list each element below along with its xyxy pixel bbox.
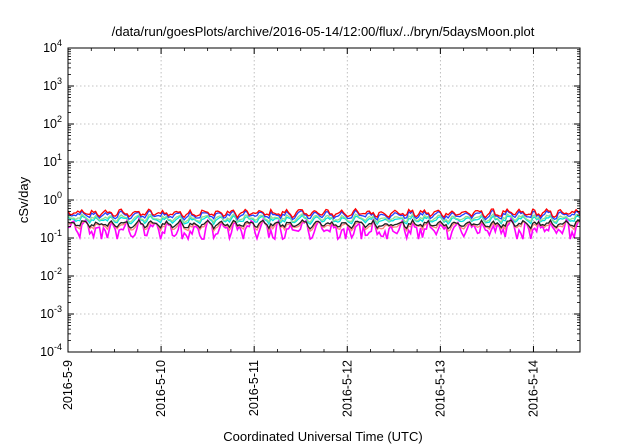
y-tick-base: 10 [43, 155, 57, 169]
y-tick-label: 10-4 [40, 342, 62, 359]
y-tick-label: 10-2 [40, 266, 62, 283]
series-line [67, 212, 581, 224]
y-tick-exponent: -2 [54, 266, 62, 276]
y-tick-base: 10 [43, 79, 57, 93]
y-tick-exponent: -3 [54, 304, 62, 314]
y-tick-exponent: 4 [57, 38, 62, 48]
x-tick-label: 2016-5-12 [340, 360, 354, 417]
y-tick-base: 10 [40, 269, 54, 283]
y-tick-label: 10-1 [40, 228, 62, 245]
y-tick-exponent: 0 [57, 190, 62, 200]
y-tick-base: 10 [43, 41, 57, 55]
y-tick-base: 10 [40, 345, 54, 359]
y-tick-label: 101 [43, 152, 62, 169]
y-axis-label: cSv/day [16, 176, 31, 223]
y-tick-exponent: 1 [57, 152, 62, 162]
y-tick-label: 104 [43, 38, 62, 55]
x-tick-label: 2016-5-13 [433, 360, 447, 417]
y-tick-exponent: 3 [57, 76, 62, 86]
grid [68, 48, 580, 352]
y-tick-label: 102 [43, 114, 62, 131]
y-tick-label: 10-3 [40, 304, 62, 321]
y-tick-base: 10 [40, 307, 54, 321]
series-line [67, 215, 581, 242]
y-tick-label: 103 [43, 76, 62, 93]
y-tick-exponent: -4 [54, 342, 62, 352]
series-line [67, 218, 581, 233]
series-line [67, 218, 581, 231]
x-axis: 2016-5-9 2016-5-10 2016-5-11 2016-5-12 2016-… [61, 48, 558, 417]
x-tick-label: 2016-5-10 [154, 360, 168, 417]
x-axis-label: Coordinated Universal Time (UTC) [223, 429, 422, 444]
y-tick-exponent: -1 [54, 228, 62, 238]
x-tick-label: 2016-5-14 [526, 360, 540, 417]
x-tick-label: 2016-5-9 [61, 360, 75, 410]
series-lines [67, 207, 581, 242]
y-tick-exponent: 2 [57, 114, 62, 124]
y-tick-label: 100 [43, 190, 62, 207]
y-tick-base: 10 [43, 193, 57, 207]
series-line [67, 207, 581, 219]
y-tick-base: 10 [43, 117, 57, 131]
x-tick-label: 2016-5-11 [247, 360, 261, 416]
y-tick-base: 10 [40, 231, 54, 245]
chart-title: /data/run/goesPlots/archive/2016-05-14/1… [112, 24, 535, 39]
